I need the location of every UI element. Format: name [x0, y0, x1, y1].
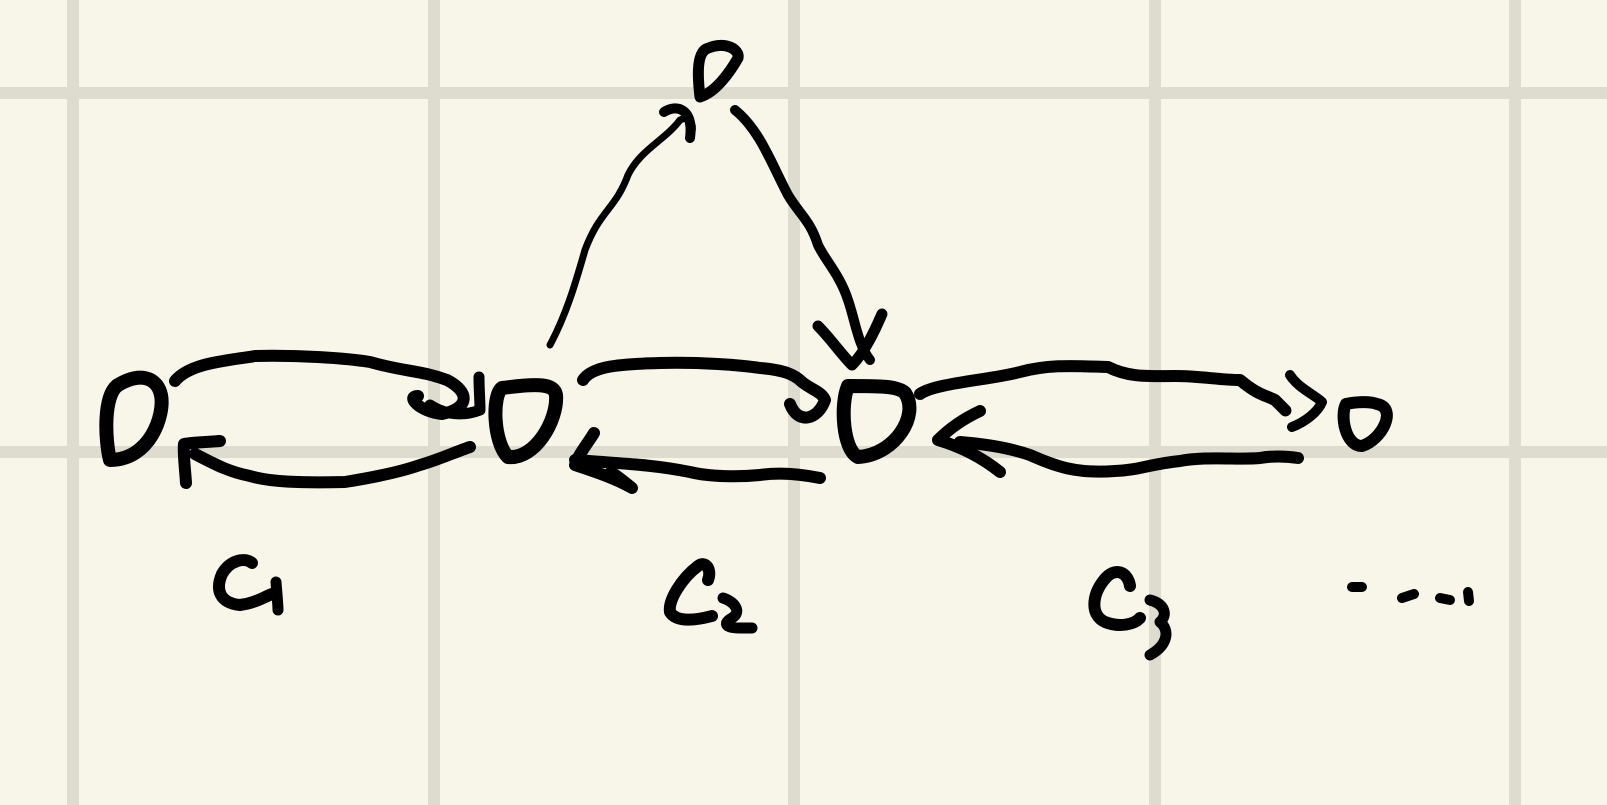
arrowhead-n1-in: [177, 435, 226, 489]
edge-n1-to-n2: [169, 349, 470, 420]
label-c1-drawing: [213, 554, 284, 616]
arrowhead-n4-in: [1285, 370, 1327, 432]
label-c3: c3: [1120, 659, 1122, 661]
label-ellipsis-drawing: [1347, 582, 1474, 606]
arrowhead-n3-top: [812, 308, 888, 371]
label-c3-drawing: [1088, 566, 1172, 661]
node-n2: [488, 378, 564, 465]
edge-n3-to-n2: [569, 454, 826, 484]
edge-n4-to-n3: [954, 436, 1304, 478]
edge-n1-to-top: [546, 115, 696, 349]
node-top: [692, 39, 744, 103]
arrowhead-n2-left: [569, 427, 638, 494]
arrowhead-top: [659, 103, 696, 143]
edge-n2-to-n1: [189, 441, 476, 489]
label-c2: c2: [700, 659, 702, 661]
label-c1: c1: [240, 659, 242, 661]
label-c2-drawing: [663, 558, 758, 634]
node-n1: [99, 370, 169, 467]
arrowhead-n2-in: [424, 371, 486, 420]
edge-n2-to-n3: [577, 356, 831, 424]
edge-top-to-n3: [730, 105, 875, 365]
node-n4: [1337, 396, 1393, 452]
node-n3: [836, 379, 917, 464]
label-ellipsis: ....: [1410, 659, 1412, 661]
arrowhead-n3-right: [932, 405, 1006, 478]
edge-n3-to-n4: [914, 360, 1292, 417]
